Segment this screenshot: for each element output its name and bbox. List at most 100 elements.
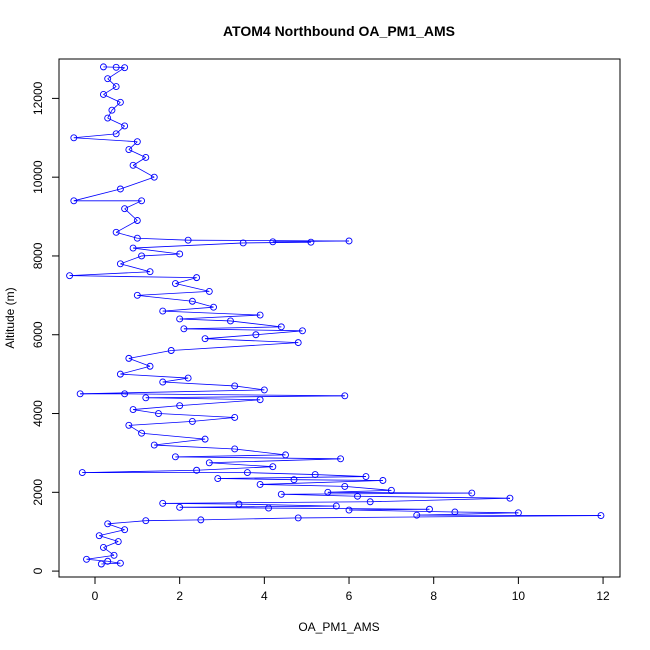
series-line-segment xyxy=(162,377,189,383)
data-point xyxy=(201,335,209,343)
data-point xyxy=(256,480,264,488)
x-tick-label: 0 xyxy=(92,589,99,603)
data-point xyxy=(214,475,222,482)
data-point xyxy=(116,370,124,378)
series-line-segment xyxy=(205,334,256,340)
data-point xyxy=(133,138,141,146)
data-point xyxy=(146,362,154,370)
y-tick-label: 4000 xyxy=(31,400,45,427)
series-line-segment xyxy=(103,86,117,95)
series-line-segment xyxy=(86,558,108,562)
data-point xyxy=(155,410,162,417)
series-line-segment xyxy=(327,491,472,494)
data-point xyxy=(176,250,184,258)
data-point xyxy=(110,551,118,559)
data-point xyxy=(116,559,124,567)
data-point xyxy=(125,421,133,429)
series-line-segment xyxy=(175,456,341,460)
data-point xyxy=(133,234,141,242)
data-point xyxy=(104,557,112,565)
data-point xyxy=(142,154,150,161)
series-line-segment xyxy=(137,291,210,296)
data-point xyxy=(282,451,289,459)
data-point xyxy=(150,173,158,181)
data-point xyxy=(97,560,105,568)
series-line-segment xyxy=(154,444,235,450)
data-point xyxy=(125,354,133,362)
data-point xyxy=(294,339,302,347)
series-line-segment xyxy=(234,385,265,391)
data-point xyxy=(311,471,319,479)
series-line-segment xyxy=(234,448,286,456)
series-line-segment xyxy=(107,78,117,87)
series-line-segment xyxy=(115,220,138,233)
data-point xyxy=(150,441,158,449)
data-point xyxy=(201,435,209,443)
series-line-segment xyxy=(454,511,519,514)
data-point xyxy=(227,317,234,325)
series-line-segment xyxy=(175,277,197,284)
series-line-segment xyxy=(120,263,151,273)
data-point xyxy=(112,130,120,138)
data-point xyxy=(290,476,298,484)
data-point xyxy=(112,228,120,236)
x-axis-label: OA_PM1_AMS xyxy=(298,620,379,634)
series-line-segment xyxy=(103,547,115,556)
data-point xyxy=(121,205,129,213)
series-line-segment xyxy=(128,358,151,367)
series-0 xyxy=(66,63,605,568)
data-point xyxy=(332,502,340,510)
y-tick-label: 0 xyxy=(31,567,45,574)
x-tick-label: 2 xyxy=(176,589,183,603)
data-point xyxy=(426,505,433,513)
series-line-segment xyxy=(179,399,261,407)
series-line-segment xyxy=(247,472,316,475)
series-line-segment xyxy=(344,486,392,491)
data-point xyxy=(116,98,124,106)
data-point xyxy=(345,506,353,514)
data-point xyxy=(176,315,184,323)
data-point xyxy=(100,63,107,71)
series-line-segment xyxy=(128,425,142,434)
data-point xyxy=(205,459,213,467)
series-line-segment xyxy=(133,409,159,414)
series-line-segment xyxy=(107,520,146,525)
data-point xyxy=(379,477,387,484)
data-point xyxy=(104,75,112,83)
data-point xyxy=(116,260,124,268)
series-line-segment xyxy=(315,474,366,477)
series-line-segment xyxy=(281,493,358,497)
data-point xyxy=(121,390,129,398)
series-line-segment xyxy=(349,509,455,513)
chart-title: ATOM4 Northbound OA_PM1_AMS xyxy=(223,23,455,39)
data-point xyxy=(129,161,137,169)
series-line-segment xyxy=(416,512,519,516)
data-point xyxy=(188,417,196,425)
series-line-segment xyxy=(82,469,197,474)
series-line-segment xyxy=(73,137,138,143)
series-line-segment xyxy=(260,480,383,485)
series-line-segment xyxy=(69,271,151,277)
data-point xyxy=(133,291,141,299)
data-point xyxy=(176,503,184,511)
data-point xyxy=(265,504,273,512)
data-point xyxy=(133,217,141,224)
data-point xyxy=(597,512,605,519)
data-point xyxy=(269,463,277,471)
series-line-segment xyxy=(111,102,121,111)
series-line-segment xyxy=(141,253,180,257)
data-point xyxy=(184,374,192,382)
data-point xyxy=(366,498,374,506)
data-point xyxy=(112,83,120,91)
series-line-segment xyxy=(116,231,138,239)
series-line-segment xyxy=(370,497,510,503)
y-tick-label: 10000 xyxy=(31,160,45,194)
data-point xyxy=(256,396,264,404)
series-line-segment xyxy=(158,413,235,418)
data-point xyxy=(506,494,514,502)
data-point xyxy=(231,382,239,390)
series-line-segment xyxy=(171,342,299,351)
data-point xyxy=(188,297,196,305)
y-tick-label: 2000 xyxy=(31,479,45,506)
data-point xyxy=(260,386,268,394)
